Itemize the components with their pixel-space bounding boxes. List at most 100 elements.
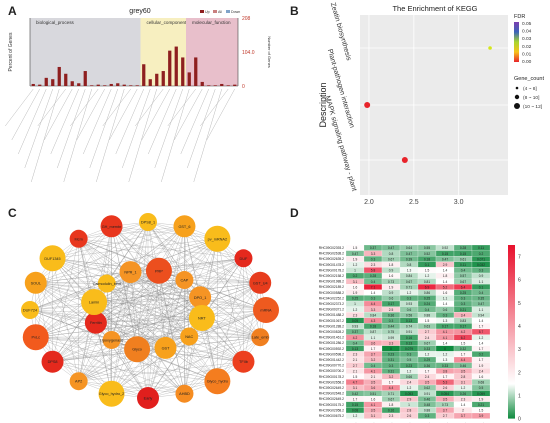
size-legend-dot	[515, 86, 519, 90]
network-edge	[29, 309, 112, 394]
network-edge	[106, 283, 112, 340]
heatmap-cell-value: 0.053	[405, 392, 413, 396]
right-tick-label: 208	[242, 16, 251, 22]
heatmap-cell-value: 1.2	[461, 386, 466, 390]
network-node	[41, 350, 64, 373]
heatmap-cell-value: 3.3	[389, 341, 394, 345]
network-edge	[111, 238, 218, 341]
heatmap-cell-value: 0.47	[442, 257, 448, 261]
heatmap-cell-value: 1.4	[371, 291, 376, 295]
go-term-label	[141, 88, 170, 141]
legend-label: Down	[231, 10, 240, 14]
network-node-label: NRT	[198, 316, 206, 320]
heatmap-cell-value: 7.1	[371, 285, 376, 289]
heatmap-cell-value: 0.94	[478, 313, 484, 317]
network-edge	[111, 272, 131, 394]
row-label: RHC09G00828.2	[319, 330, 344, 334]
heatmap-cell-value: 1.1	[479, 308, 484, 312]
network-node-label: TFIIb	[239, 360, 248, 364]
network-edge	[78, 238, 261, 283]
heatmap-cell-value: 0.57	[460, 274, 466, 278]
kegg-point	[364, 102, 371, 108]
heatmap-cell-value: 2.1	[353, 369, 358, 373]
heatmap-cell-value: 0.15	[352, 403, 358, 407]
go-bar	[168, 50, 172, 86]
heatmap-cell-value: 0.18	[370, 325, 376, 329]
expression-heatmap: RHC09G02393.2 1.5 0.37 0.47 0.64 0.55 0.92 0.28…	[319, 244, 521, 423]
heatmap-cell-value: 0.93	[406, 302, 412, 306]
network-edge	[52, 361, 149, 399]
heatmap-cell-value: 0.13	[406, 341, 412, 345]
heatmap-cell-value: 0.3	[389, 364, 394, 368]
heatmap-cell-value: 0.47	[478, 302, 484, 306]
network-node-label: Late_emb	[252, 336, 269, 340]
heatmap-cell-value: 0.84	[370, 313, 376, 317]
heatmap-cell-value: 0.08	[352, 409, 358, 413]
heatmap-cell-value: 1.5	[425, 269, 430, 273]
network-edge	[52, 258, 159, 271]
heatmap-cell-value: 4.4	[371, 302, 376, 306]
heatmap-cell-value: 1.1	[479, 280, 484, 284]
heatmap-cell-value: 0.25	[460, 291, 466, 295]
row-label: RHC09G00675.2	[319, 414, 344, 418]
x-tick-label: 3.0	[454, 199, 464, 205]
row-label: RHC09G01488.2	[319, 313, 344, 317]
network-edge	[52, 238, 79, 362]
network-edge	[184, 226, 261, 338]
heatmap-cell-value: 1.9	[389, 285, 394, 289]
go-term-label	[193, 88, 222, 183]
heatmap-cell-value: 0.26	[460, 392, 466, 396]
heatmap-cell-value: 0	[390, 347, 392, 351]
heatmap-cell-value: 0.05	[352, 319, 358, 323]
row-label: RHC09G02658.2	[319, 380, 344, 384]
network-edge	[29, 221, 149, 311]
heatmap-cell-value: 0.032	[477, 263, 485, 267]
network-edge	[147, 309, 267, 399]
heatmap-cell-value: 0.46	[424, 397, 430, 401]
heatmap-cell-value: 0.91	[406, 330, 412, 334]
heatmap-cell-value: 0.44	[388, 325, 394, 329]
colorbar-tick-label: 6	[518, 278, 521, 284]
size-legend-label: (4 ~ 8]	[523, 86, 537, 92]
go-term-label	[83, 88, 112, 155]
network-node	[21, 301, 39, 319]
row-label: RHC09G01288.2	[319, 324, 344, 328]
network-edge	[106, 283, 267, 311]
heatmap-cell-value: 1.2	[479, 336, 484, 340]
heatmap-cell-value: 3.2	[389, 375, 394, 379]
heatmap-cell-value: 0.47	[406, 252, 412, 256]
right-tick-label: 0	[242, 84, 245, 90]
network-edge	[52, 258, 79, 382]
heatmap-cell-value: 0.67	[388, 397, 394, 401]
fdr-colorbar	[514, 22, 519, 62]
network-edge	[130, 238, 218, 273]
heatmap-cell-value: 0.31	[388, 358, 394, 362]
heatmap-cell-value: 2.9	[443, 263, 448, 267]
heatmap-cell-value: 0.71	[388, 392, 394, 396]
heatmap-cell-value: 0.86	[424, 291, 430, 295]
go-bar	[148, 79, 152, 86]
go-bar	[64, 73, 68, 86]
network-edge	[95, 309, 267, 323]
network-edge	[95, 322, 166, 349]
heatmap-cell-value: 1.4	[443, 280, 448, 284]
heatmap-cell-value: 2.4	[425, 375, 430, 379]
network-edge	[111, 226, 244, 362]
heatmap-cell	[471, 412, 491, 419]
network-node	[124, 336, 151, 363]
network-edge	[165, 226, 185, 348]
heatmap-cell-value: 0.3	[425, 414, 430, 418]
heatmap-cell-value: 1.2	[425, 274, 430, 278]
heatmap-cell-value: 0.8	[389, 252, 394, 256]
row-label: RHC09G00592.2	[319, 347, 344, 351]
network-edge	[35, 282, 201, 298]
network-edge	[35, 317, 202, 338]
network-edge	[184, 279, 267, 311]
heatmap-cell-value: 2.1	[353, 358, 358, 362]
go-term-label	[148, 88, 177, 155]
heatmap-cell-value: 2.4	[479, 369, 484, 373]
fdr-tick-label: 0.02	[522, 44, 532, 50]
go-term-label	[174, 88, 203, 141]
heatmap-cell-value: 0.23	[388, 353, 394, 357]
heatmap-cell-value: 1.4	[461, 403, 466, 407]
